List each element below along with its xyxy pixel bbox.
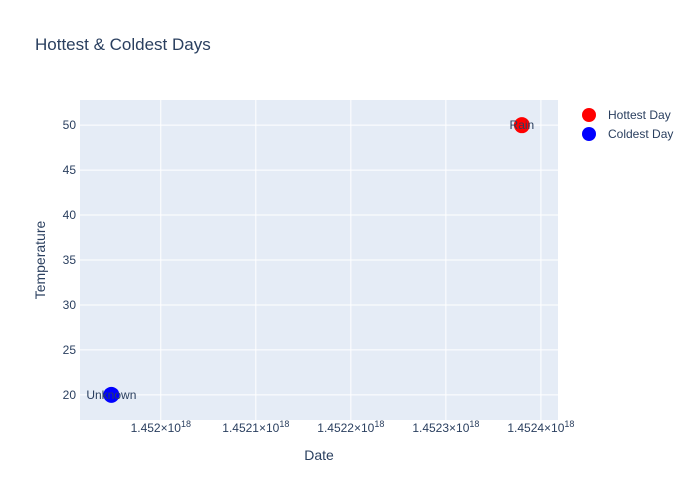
grid — [80, 100, 558, 420]
x-tick-label: 1.452×1018 — [131, 419, 191, 435]
y-tick-label: 50 — [63, 118, 77, 132]
x-tick-label: 1.4522×1018 — [317, 419, 384, 435]
x-tick-mantissa: 1.4521 — [222, 421, 259, 435]
x-tick-mantissa: 1.4522 — [317, 421, 354, 435]
y-tick-label: 35 — [63, 253, 77, 267]
legend-label: Hottest Day — [608, 108, 671, 122]
y-axis-ticks: 20 25 30 35 40 45 50 — [63, 118, 77, 402]
x-tick-exponent: 18 — [564, 419, 574, 429]
x-tick-label: 1.4523×1018 — [412, 419, 479, 435]
y-tick-label: 40 — [63, 208, 77, 222]
x-tick-times: ×10 — [449, 421, 470, 435]
x-axis-title: Date — [304, 447, 334, 463]
legend: Hottest Day Coldest Day — [582, 108, 673, 141]
x-tick-exponent: 18 — [374, 419, 384, 429]
chart-title: Hottest & Coldest Days — [35, 35, 211, 54]
x-tick-mantissa: 1.4524 — [507, 421, 544, 435]
x-tick-label: 1.4521×1018 — [222, 419, 289, 435]
legend-label: Coldest Day — [608, 127, 673, 141]
legend-marker — [582, 127, 596, 141]
x-axis-ticks: 1.452×1018 1.4521×1018 1.4522×1018 1.4523×1… — [131, 419, 575, 435]
data-point-label: Unknown — [86, 388, 136, 402]
y-tick-label: 25 — [63, 343, 77, 357]
x-tick-mantissa: 1.4523 — [412, 421, 449, 435]
x-tick-exponent: 18 — [279, 419, 289, 429]
x-tick-times: ×10 — [161, 421, 182, 435]
legend-marker — [582, 108, 596, 122]
y-tick-label: 30 — [63, 298, 77, 312]
y-tick-label: 20 — [63, 388, 77, 402]
data-point-coldest[interactable] — [103, 386, 120, 403]
legend-item[interactable]: Coldest Day — [582, 127, 673, 141]
x-tick-times: ×10 — [259, 421, 280, 435]
x-tick-exponent: 18 — [181, 419, 191, 429]
y-axis-title: Temperature — [32, 220, 48, 299]
y-tick-label: 45 — [63, 163, 77, 177]
x-tick-mantissa: 1.452 — [131, 421, 161, 435]
data-points: Rain Unknown — [86, 117, 534, 403]
x-tick-exponent: 18 — [469, 419, 479, 429]
x-tick-label: 1.4524×1018 — [507, 419, 574, 435]
x-tick-times: ×10 — [354, 421, 375, 435]
x-tick-times: ×10 — [544, 421, 565, 435]
legend-item[interactable]: Hottest Day — [582, 108, 671, 122]
data-point-hottest[interactable] — [513, 117, 530, 134]
data-point-label: Rain — [510, 118, 535, 132]
